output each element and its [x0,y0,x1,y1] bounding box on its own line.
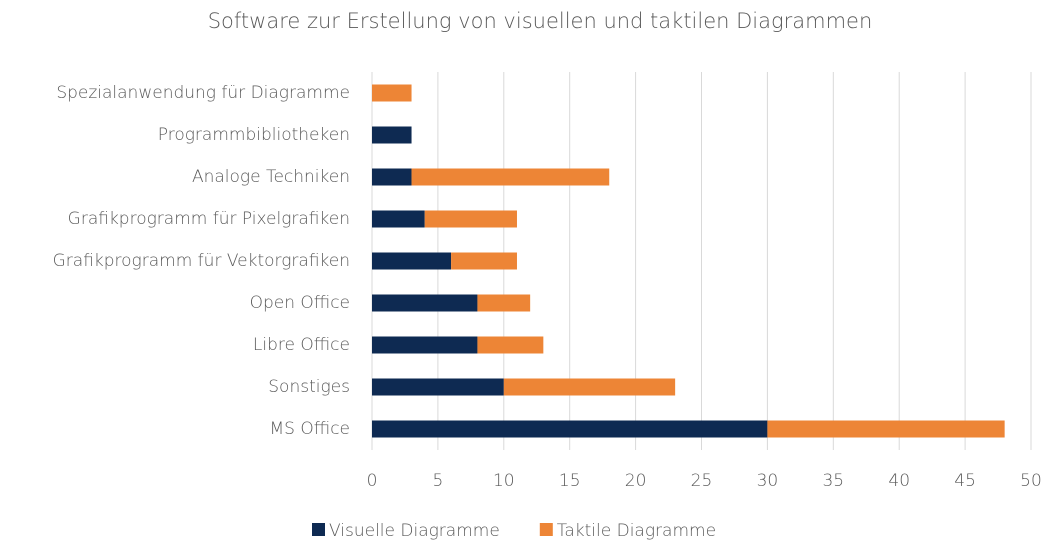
y-tick-label: Grafikprogramm für Vektorgrafiken [53,251,350,271]
legend-label: Visuelle Diagramme [329,521,500,541]
x-tick-label: 10 [493,471,515,491]
bar-segment [372,294,478,312]
legend-swatch [539,523,553,536]
y-tick-label: Sonstiges [268,377,350,397]
legend-label: Taktile Diagramme [557,521,716,541]
bar-segment [411,168,610,186]
bar-segment [372,126,412,144]
x-tick-label: 40 [888,471,910,491]
bar-segment [372,210,425,228]
bar-segment [372,84,412,102]
bar-segment [372,168,412,186]
x-tick-label: 25 [691,471,713,491]
bar-segment [372,378,504,396]
y-tick-label: Spezialanwendung für Diagramme [56,83,350,103]
bar-segment [424,210,517,228]
y-tick-label: Libre Office [253,335,350,355]
y-tick-label: Open Office [250,293,350,313]
x-tick-label: 30 [757,471,779,491]
bar-segment [477,336,544,354]
x-tick-label: 15 [559,471,581,491]
bar-segment [372,420,768,438]
chart-title: Software zur Erstellung von visuellen un… [208,9,873,33]
bar-segment [451,252,517,270]
x-tick-label: 5 [432,471,443,491]
y-tick-label: Programmbibliotheken [158,125,350,145]
x-tick-label: 0 [367,471,378,491]
y-tick-label: Grafikprogramm für Pixelgrafiken [68,209,350,229]
bar-segment [767,420,1005,438]
bar-segment [372,252,452,270]
bar-segment [477,294,531,312]
bar-segment [503,378,676,396]
x-tick-label: 20 [625,471,647,491]
x-tick-label: 45 [954,471,976,491]
legend-swatch [312,523,325,536]
bar-segment [372,336,478,354]
y-tick-label: Analoge Techniken [192,167,350,187]
y-tick-label: MS Office [270,419,350,439]
x-tick-label: 35 [822,471,844,491]
x-tick-label: 50 [1020,471,1042,491]
